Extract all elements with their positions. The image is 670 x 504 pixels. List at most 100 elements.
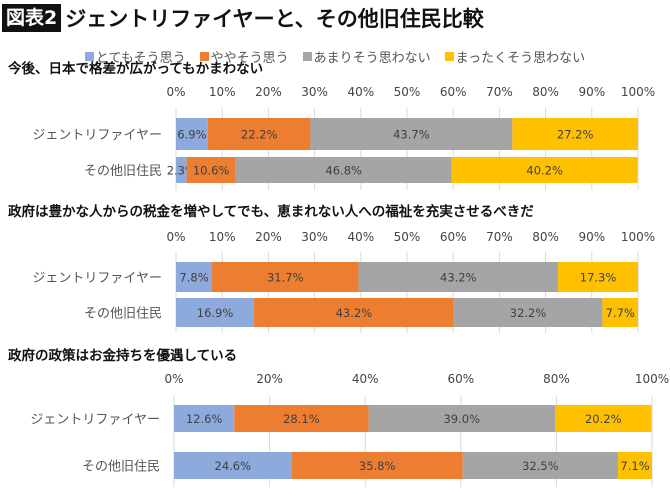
data-label: 32.5% [522, 459, 559, 473]
x-tick-label: 10% [209, 85, 236, 99]
x-tick-label: 100% [635, 372, 669, 386]
figure-title: ジェントリファイヤーと、その他旧住民比較 [65, 7, 484, 31]
bar-segment [451, 157, 638, 183]
x-tick-label: 0% [166, 230, 185, 244]
x-tick-label: 50% [394, 85, 421, 99]
legend-label: あまりそう思わない [313, 51, 431, 66]
legend: とてもそう思う ややそう思う あまりそう思わない まったくそう思わない [0, 47, 670, 66]
bar-segment [558, 262, 638, 292]
legend-swatch [444, 52, 454, 61]
x-tick-label: 70% [486, 85, 513, 99]
category-label: ジェントリファイヤー [30, 413, 160, 428]
bar-segment [176, 298, 255, 327]
legend-swatch [199, 52, 209, 61]
data-label: 12.6% [186, 412, 223, 426]
bar-segment [176, 262, 213, 292]
legend-item: ややそう思う [199, 47, 289, 66]
data-label: 16.9% [197, 306, 234, 320]
panel-title: 今後、日本で格差が広がってもかまわない [8, 60, 263, 77]
bar-segment [174, 405, 235, 432]
data-label: 7.7% [606, 306, 635, 320]
data-label: 32.2% [510, 306, 547, 320]
x-tick-label: 20% [256, 372, 283, 386]
bar-segment [235, 157, 452, 183]
data-label: 20.2% [585, 412, 622, 426]
bar-segment [554, 405, 652, 432]
panel-title: 政府は豊かな人からの税金を増やしてでも、恵まれない人への福祉を充実させるべきだ [8, 203, 534, 220]
bar-segment [602, 298, 638, 327]
bar-segment [462, 452, 619, 479]
data-label: 10.6% [193, 164, 230, 178]
category-label: その他旧住民 [84, 307, 162, 322]
bar-segment [207, 118, 311, 150]
panel-title: 政府の政策はお金持ちを優遇している [8, 347, 237, 364]
data-label: 7.8% [179, 271, 208, 285]
x-tick-label: 40% [347, 85, 374, 99]
bar-segment [176, 157, 187, 183]
data-label: 46.8% [325, 164, 362, 178]
data-label: 17.3% [580, 271, 617, 285]
bar-segment [176, 118, 208, 150]
data-label: 7.1% [620, 459, 649, 473]
data-label: 43.2% [440, 271, 477, 285]
bar-segment [358, 262, 559, 292]
bar-segment [310, 118, 513, 150]
header: 図表2 ジェントリファイヤーと、その他旧住民比較 [2, 3, 484, 33]
bar-segment [186, 157, 236, 183]
legend-item: まったくそう思わない [444, 47, 586, 66]
data-label: 35.8% [359, 459, 396, 473]
bar-segment [234, 405, 369, 432]
data-label: 22.2% [241, 128, 278, 142]
bar-segment [512, 118, 638, 150]
x-tick-label: 30% [301, 85, 328, 99]
bar-segment [254, 298, 454, 327]
x-tick-label: 80% [532, 230, 559, 244]
data-label: 39.0% [443, 412, 480, 426]
x-tick-label: 90% [578, 230, 605, 244]
x-tick-label: 40% [347, 230, 374, 244]
x-tick-label: 70% [486, 230, 513, 244]
legend-item: とてもそう思う [84, 47, 186, 66]
data-label: 28.1% [283, 412, 320, 426]
legend-item: あまりそう思わない [302, 47, 431, 66]
x-tick-label: 60% [447, 372, 474, 386]
x-tick-label: 80% [532, 85, 559, 99]
x-tick-label: 90% [578, 85, 605, 99]
category-label: ジェントリファイヤー [32, 128, 162, 143]
bar-segment [453, 298, 603, 327]
bar-segment [368, 405, 555, 432]
x-tick-label: 20% [255, 230, 282, 244]
category-label: その他旧住民 [82, 460, 160, 475]
x-tick-label: 100% [621, 230, 655, 244]
data-label: 6.9% [177, 128, 206, 142]
x-tick-label: 80% [543, 372, 570, 386]
x-tick-label: 30% [301, 230, 328, 244]
bar-segment [291, 452, 463, 479]
bar-segment [212, 262, 359, 292]
x-tick-label: 20% [255, 85, 282, 99]
data-label: 43.7% [393, 128, 430, 142]
category-label: ジェントリファイヤー [32, 271, 162, 286]
category-label: その他旧住民 [84, 164, 162, 179]
data-label: 27.2% [557, 128, 594, 142]
data-label: 24.6% [215, 459, 252, 473]
legend-label: とてもそう思う [95, 51, 186, 66]
data-label: 31.7% [267, 271, 304, 285]
x-tick-label: 40% [352, 372, 379, 386]
legend-swatch [302, 52, 312, 61]
legend-label: ややそう思う [210, 51, 289, 66]
x-tick-label: 50% [394, 230, 421, 244]
legend-label: まったくそう思わない [455, 51, 586, 66]
legend-swatch [84, 52, 94, 61]
x-tick-label: 60% [440, 85, 467, 99]
bar-segment [618, 452, 652, 479]
x-tick-label: 100% [621, 85, 655, 99]
x-tick-label: 60% [440, 230, 467, 244]
x-tick-label: 10% [209, 230, 236, 244]
x-tick-label: 0% [164, 372, 183, 386]
data-label: 40.2% [526, 164, 563, 178]
figure-badge: 図表2 [2, 4, 62, 32]
x-tick-label: 0% [166, 85, 185, 99]
data-label: 43.2% [336, 306, 373, 320]
